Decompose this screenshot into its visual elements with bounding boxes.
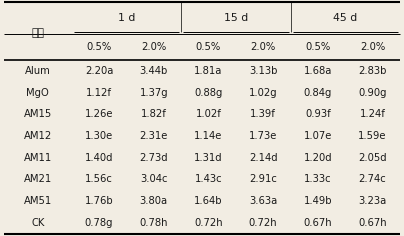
Text: 2.20a: 2.20a [85, 66, 113, 76]
Text: 1.07e: 1.07e [304, 131, 332, 141]
Text: 1.12f: 1.12f [86, 88, 112, 98]
Text: 0.78h: 0.78h [139, 218, 168, 228]
Text: 0.5%: 0.5% [305, 42, 330, 52]
Text: 2.0%: 2.0% [250, 42, 276, 52]
Text: 1.40d: 1.40d [85, 153, 113, 163]
Text: 3.80a: 3.80a [140, 196, 168, 206]
Text: 3.13b: 3.13b [249, 66, 278, 76]
Text: 0.72h: 0.72h [249, 218, 278, 228]
Text: 0.78g: 0.78g [85, 218, 113, 228]
Text: Alum: Alum [25, 66, 51, 76]
Text: 2.31e: 2.31e [139, 131, 168, 141]
Text: 处理: 处理 [32, 28, 44, 38]
Text: 1.73e: 1.73e [249, 131, 278, 141]
Text: 1.31d: 1.31d [194, 153, 223, 163]
Text: 2.83b: 2.83b [358, 66, 387, 76]
Text: 0.5%: 0.5% [196, 42, 221, 52]
Text: 0.90g: 0.90g [358, 88, 387, 98]
Text: 1.26e: 1.26e [85, 110, 113, 119]
Text: 1.64b: 1.64b [194, 196, 223, 206]
Text: 1.14e: 1.14e [194, 131, 223, 141]
Text: 15 d: 15 d [224, 13, 248, 23]
Text: 1.20d: 1.20d [303, 153, 332, 163]
Text: 1.02g: 1.02g [249, 88, 278, 98]
Text: 45 d: 45 d [333, 13, 358, 23]
Text: 0.5%: 0.5% [86, 42, 112, 52]
Text: 0.84g: 0.84g [304, 88, 332, 98]
Text: 2.74c: 2.74c [359, 174, 387, 184]
Text: AM15: AM15 [24, 110, 52, 119]
Text: 2.73d: 2.73d [139, 153, 168, 163]
Text: 3.63a: 3.63a [249, 196, 277, 206]
Text: 2.91c: 2.91c [249, 174, 277, 184]
Text: 3.23a: 3.23a [358, 196, 387, 206]
Text: AM21: AM21 [24, 174, 52, 184]
Text: 1.39f: 1.39f [250, 110, 276, 119]
Text: AM51: AM51 [24, 196, 52, 206]
Text: 1.68a: 1.68a [304, 66, 332, 76]
Text: 2.0%: 2.0% [360, 42, 385, 52]
Text: 1.02f: 1.02f [196, 110, 221, 119]
Text: 0.72h: 0.72h [194, 218, 223, 228]
Text: AM12: AM12 [24, 131, 52, 141]
Text: 1.76b: 1.76b [85, 196, 114, 206]
Text: 1.37g: 1.37g [139, 88, 168, 98]
Text: 3.04c: 3.04c [140, 174, 168, 184]
Text: 1.49b: 1.49b [304, 196, 332, 206]
Text: 0.67h: 0.67h [303, 218, 332, 228]
Text: 1 d: 1 d [118, 13, 135, 23]
Text: 1.82f: 1.82f [141, 110, 167, 119]
Text: 0.67h: 0.67h [358, 218, 387, 228]
Text: 2.14d: 2.14d [249, 153, 278, 163]
Text: 0.93f: 0.93f [305, 110, 331, 119]
Text: 1.33c: 1.33c [304, 174, 332, 184]
Text: 1.59e: 1.59e [358, 131, 387, 141]
Text: 1.81a: 1.81a [194, 66, 223, 76]
Text: 2.05d: 2.05d [358, 153, 387, 163]
Text: 1.30e: 1.30e [85, 131, 113, 141]
Text: 3.44b: 3.44b [140, 66, 168, 76]
Text: MgO: MgO [27, 88, 49, 98]
Text: 1.24f: 1.24f [360, 110, 385, 119]
Text: 1.43c: 1.43c [195, 174, 222, 184]
Text: AM11: AM11 [24, 153, 52, 163]
Text: 1.56c: 1.56c [85, 174, 113, 184]
Text: CK: CK [31, 218, 44, 228]
Text: 0.88g: 0.88g [194, 88, 223, 98]
Text: 2.0%: 2.0% [141, 42, 166, 52]
